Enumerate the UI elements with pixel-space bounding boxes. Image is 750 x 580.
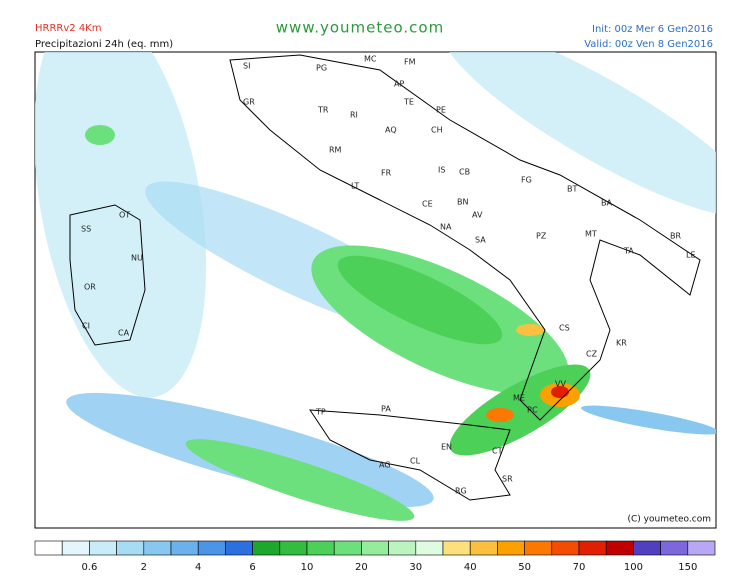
city-label: NA — [440, 223, 452, 232]
city-label: CE — [422, 200, 433, 209]
city-label: ME — [513, 394, 525, 403]
model-label: HRRRv2 4Km — [35, 23, 101, 34]
city-label: TR — [317, 106, 329, 115]
legend-swatch — [578, 540, 607, 556]
city-label: CI — [82, 322, 90, 331]
legend-swatch — [225, 540, 253, 556]
legend-swatch — [605, 540, 634, 556]
city-label: RI — [350, 111, 358, 120]
legend-swatch — [143, 540, 172, 556]
city-label: AP — [394, 80, 404, 89]
city-label: BT — [567, 185, 577, 194]
city-label: AV — [472, 211, 483, 220]
city-label: GR — [243, 98, 255, 107]
city-label: TP — [315, 408, 326, 417]
city-label: RC — [527, 406, 538, 415]
city-label: PZ — [536, 232, 547, 241]
city-label: MT — [585, 230, 597, 239]
legend-swatch — [279, 540, 308, 556]
city-label: LE — [686, 251, 696, 260]
color-legend: 0.6 2 4 6 10 20 30 40 50 70 100 150 — [34, 540, 716, 573]
legend-label: 0.6 — [81, 562, 97, 573]
legend-swatch — [61, 540, 90, 556]
city-label: CH — [431, 126, 443, 135]
city-label: AG — [379, 461, 391, 470]
legend-swatch — [497, 540, 525, 556]
legend-label: 150 — [678, 562, 697, 573]
city-label: AQ — [385, 126, 397, 135]
field-label: Precipitazioni 24h (eq. mm) — [35, 39, 173, 50]
city-label: CL — [410, 457, 421, 466]
copyright: (C) youmeteo.com — [627, 515, 711, 525]
city-label: CS — [559, 324, 570, 333]
legend-label: 50 — [518, 562, 531, 573]
legend-swatch — [89, 540, 117, 556]
legend-label: 30 — [409, 562, 422, 573]
city-label: CT — [492, 447, 503, 456]
valid-label: Valid: 00z Ven 8 Gen2016 — [584, 39, 713, 50]
legend-swatch — [306, 540, 335, 556]
legend-swatch — [633, 540, 661, 556]
city-label: BN — [457, 198, 468, 207]
city-label: CB — [459, 168, 470, 177]
legend-label: 2 — [141, 562, 147, 573]
city-label: PE — [436, 106, 446, 115]
city-label: SS — [81, 225, 91, 234]
city-label: FM — [404, 58, 416, 67]
city-label: CA — [118, 329, 130, 338]
legend-swatch — [469, 540, 498, 556]
legend-swatch — [252, 540, 281, 556]
city-label: FR — [381, 169, 392, 178]
legend-swatch — [197, 540, 226, 556]
legend-swatch — [442, 540, 471, 556]
city-label: SA — [475, 236, 486, 245]
init-label: Init: 00z Mer 6 Gen2016 — [592, 24, 713, 35]
legend-swatch — [333, 540, 362, 556]
city-label: FG — [521, 176, 532, 185]
city-label: BA — [601, 199, 612, 208]
legend-label: 100 — [624, 562, 643, 573]
city-label: PA — [381, 405, 391, 414]
city-label: CZ — [586, 350, 598, 359]
city-label: BR — [670, 232, 681, 241]
legend-swatch — [116, 540, 145, 556]
city-label: OT — [119, 211, 130, 220]
legend-label: 4 — [195, 562, 201, 573]
city-labels: SI PG MC FM AP GR TR TE RI PE AQ CH RM I… — [81, 55, 696, 496]
legend-swatch — [361, 540, 389, 556]
legend-swatch — [660, 540, 689, 556]
city-label: OR — [84, 283, 96, 292]
legend-swatch — [388, 540, 417, 556]
city-label: VV — [555, 380, 566, 389]
city-label: IS — [438, 166, 445, 175]
map-area: SI PG MC FM AP GR TR TE RI PE AQ CH RM I… — [34, 51, 717, 529]
city-label: SI — [243, 62, 250, 71]
city-label: PG — [316, 64, 327, 73]
city-label: RM — [329, 146, 342, 155]
legend-swatch — [687, 540, 716, 556]
city-label: EN — [441, 443, 452, 452]
legend-label: 10 — [301, 562, 314, 573]
legend-swatch — [415, 540, 444, 556]
legend-label: 70 — [573, 562, 586, 573]
legend-label: 20 — [355, 562, 368, 573]
city-label: RG — [455, 487, 467, 496]
city-label: TE — [403, 98, 414, 107]
city-label: SR — [502, 475, 513, 484]
city-label: LT — [351, 182, 359, 191]
legend-swatch — [524, 540, 553, 556]
legend-label: 40 — [464, 562, 477, 573]
city-label: KR — [616, 339, 627, 348]
legend-swatch — [170, 540, 199, 556]
city-label: TA — [623, 247, 634, 256]
legend-swatch — [551, 540, 580, 556]
legend-swatch — [34, 540, 63, 556]
legend-label: 6 — [249, 562, 255, 573]
city-label: MC — [364, 55, 377, 64]
site-label: www.youmeteo.com — [276, 19, 444, 37]
precip-field — [35, 52, 716, 521]
city-label: NU — [131, 254, 143, 263]
